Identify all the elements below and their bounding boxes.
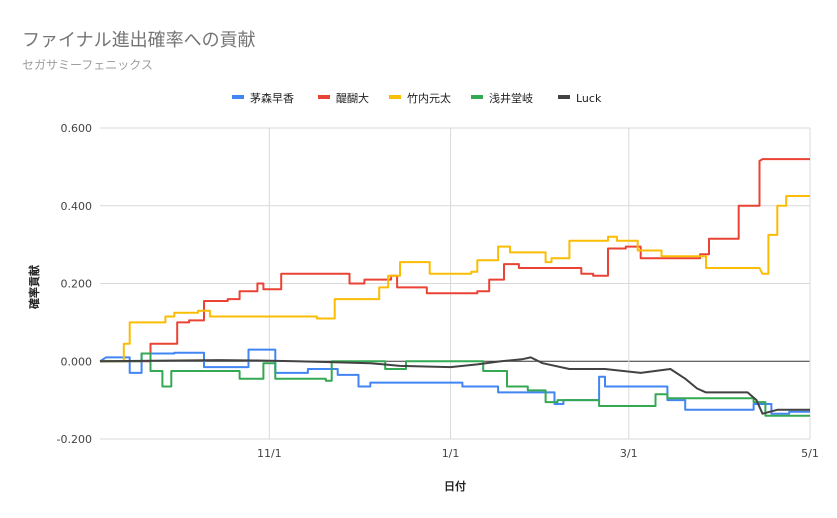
legend-label: Luck — [576, 92, 602, 105]
x-tick-label: 1/1 — [442, 447, 460, 460]
x-axis-title: 日付 — [444, 479, 466, 493]
legend-label: 醍醐大 — [336, 91, 369, 105]
series-line — [99, 356, 810, 415]
series-lines — [99, 158, 810, 417]
x-tick-label: 3/1 — [620, 447, 638, 460]
y-tick-label: 0.600 — [61, 122, 93, 135]
legend-swatch — [471, 95, 483, 99]
legend-label: 浅井堂岐 — [489, 91, 533, 105]
x-tick-label: 11/1 — [257, 447, 282, 460]
y-tick-label: 0.000 — [61, 355, 93, 368]
legend-label: 竹内元太 — [407, 91, 451, 105]
x-tick-label: 5/1 — [801, 447, 819, 460]
chart-subtitle: セガサミーフェニックス — [22, 58, 153, 72]
chart-title: ファイナル進出確率への貢献 — [22, 30, 256, 51]
x-axis-ticks: 11/1 1/1 3/1 5/1 — [257, 447, 819, 460]
series-line — [99, 348, 810, 415]
legend-swatch — [318, 95, 330, 99]
legend-swatch — [389, 95, 401, 99]
y-tick-label: 0.200 — [61, 278, 93, 291]
legend-label: 茅森早香 — [250, 91, 294, 105]
y-tick-label: -0.200 — [57, 433, 92, 446]
series-line — [100, 352, 810, 417]
legend-swatch — [232, 95, 244, 99]
y-axis-ticks: -0.200 0.000 0.200 0.400 0.600 — [57, 122, 92, 446]
y-axis-title: 確率貢献 — [27, 265, 41, 309]
legend: 茅森早香 醍醐大 竹内元太 浅井堂岐 Luck — [232, 91, 602, 105]
series-line — [100, 195, 810, 363]
y-tick-label: 0.400 — [61, 200, 93, 213]
series-line — [100, 158, 810, 363]
legend-swatch — [558, 95, 570, 99]
